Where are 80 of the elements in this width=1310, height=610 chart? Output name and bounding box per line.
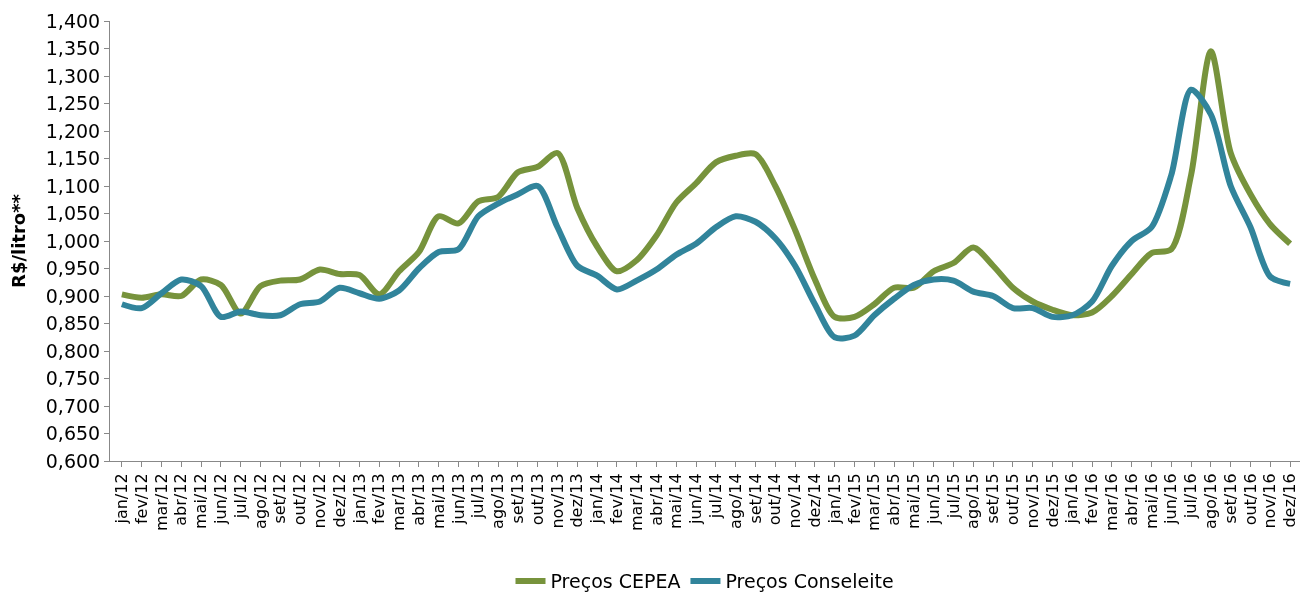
y-tick-label: 1,350: [45, 37, 101, 60]
x-tick-label: mar/12: [151, 473, 171, 532]
y-tick-label: 1,300: [45, 64, 101, 87]
x-tick-label: out/12: [290, 473, 310, 526]
y-axis-title: R$/litro**: [7, 193, 29, 288]
x-tick-label: abr/12: [171, 473, 191, 526]
x-tick-label: jul/15: [943, 473, 963, 520]
x-tick-label: jan/16: [1062, 473, 1082, 525]
x-tick-label: jun/15: [923, 473, 943, 525]
x-tick-label: ago/14: [725, 473, 745, 529]
x-tick-label: set/12: [270, 473, 290, 524]
x-tick-label: nov/15: [1022, 473, 1042, 529]
x-tick-label: abr/15: [884, 473, 904, 526]
x-tick-label: mai/13: [428, 473, 448, 529]
x-tick-label: fev/14: [607, 473, 627, 525]
x-tick-label: dez/14: [805, 473, 825, 528]
x-tick-label: out/16: [1240, 473, 1260, 526]
y-tick-label: 0,950: [45, 257, 101, 280]
x-tick-label: abr/14: [646, 473, 666, 526]
y-tick-label: 1,200: [45, 119, 101, 142]
x-tick-label: set/15: [983, 473, 1003, 524]
y-tick-label: 0,750: [45, 367, 101, 390]
x-tick-label: mar/14: [626, 473, 646, 532]
x-tick-label: nov/14: [785, 473, 805, 529]
x-tick-label: ago/15: [963, 473, 983, 529]
x-tick-label: abr/13: [409, 473, 429, 526]
x-tick-label: ago/12: [250, 473, 270, 529]
x-tick-label: jan/12: [112, 473, 132, 525]
x-tick-label: jul/16: [1181, 473, 1201, 520]
y-tick-label: 0,800: [45, 339, 101, 362]
x-tick-label: jul/13: [468, 473, 488, 520]
x-tick-label: set/14: [745, 473, 765, 524]
x-tick-label: mar/16: [1102, 473, 1122, 532]
x-tick-label: dez/16: [1280, 473, 1300, 528]
x-tick-label: dez/15: [1042, 473, 1062, 528]
y-tick-label: 1,100: [45, 174, 101, 197]
x-tick-label: jan/15: [824, 473, 844, 525]
y-tick-label: 1,250: [45, 92, 101, 115]
x-tick-label: jun/12: [211, 473, 231, 525]
x-tick-label: mai/16: [1141, 473, 1161, 529]
x-tick-label: set/16: [1220, 473, 1240, 524]
y-tick-label: 1,050: [45, 202, 101, 225]
x-tick-label: ago/16: [1201, 473, 1221, 529]
x-tick-label: mai/15: [904, 473, 924, 529]
x-tick-label: nov/12: [310, 473, 330, 529]
x-tick-label: jul/14: [706, 473, 726, 520]
x-tick-label: out/14: [765, 473, 785, 526]
x-tick-label: out/13: [527, 473, 547, 526]
x-tick-label: jun/16: [1161, 473, 1181, 525]
x-tick-label: ago/13: [488, 473, 508, 529]
y-tick-label: 0,600: [45, 449, 101, 472]
x-tick-label: mar/13: [389, 473, 409, 532]
legend-label: Preços CEPEA: [550, 570, 681, 593]
x-tick-label: mai/12: [191, 473, 211, 529]
x-tick-label: abr/16: [1121, 473, 1141, 526]
x-tick-label: jan/14: [587, 473, 607, 525]
x-tick-label: jul/12: [230, 473, 250, 520]
x-tick-label: dez/13: [567, 473, 587, 528]
x-tick-label: jun/13: [448, 473, 468, 525]
x-tick-label: fev/12: [131, 473, 151, 525]
x-tick-label: dez/12: [329, 473, 349, 528]
x-tick-label: jan/13: [349, 473, 369, 525]
y-tick-label: 1,000: [45, 229, 101, 252]
x-tick-label: fev/16: [1082, 473, 1102, 525]
x-tick-label: mar/15: [864, 473, 884, 532]
x-tick-label: fev/13: [369, 473, 389, 525]
y-tick-label: 0,850: [45, 312, 101, 335]
x-tick-label: nov/16: [1260, 473, 1280, 529]
legend-label: Preços Conseleite: [725, 570, 894, 593]
y-tick-label: 1,150: [45, 147, 101, 170]
x-tick-label: nov/13: [547, 473, 567, 529]
x-tick-label: jun/14: [686, 473, 706, 525]
y-tick-label: 0,650: [45, 422, 101, 445]
x-tick-label: mai/14: [666, 473, 686, 529]
x-tick-label: out/15: [1003, 473, 1023, 526]
x-tick-label: set/13: [508, 473, 528, 524]
y-tick-label: 0,700: [45, 394, 101, 417]
x-tick-label: fev/15: [844, 473, 864, 525]
y-tick-label: 0,900: [45, 284, 101, 307]
y-tick-label: 1,400: [45, 9, 101, 32]
